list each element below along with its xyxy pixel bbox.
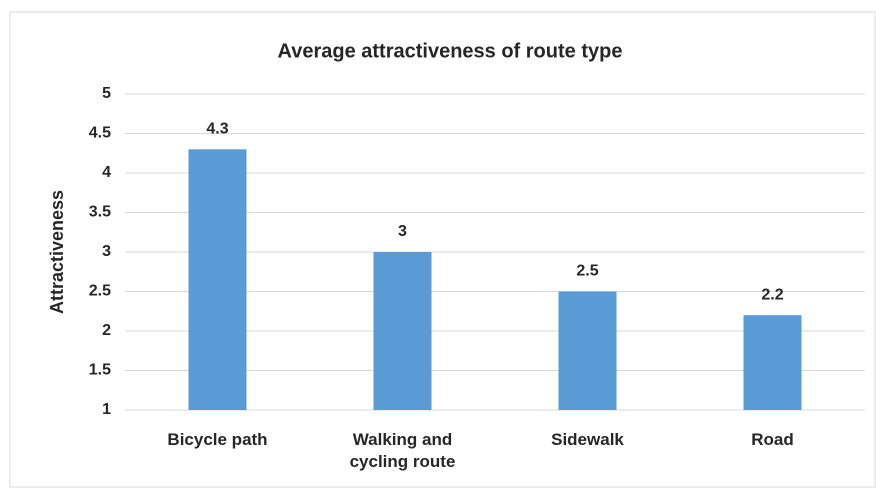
bar <box>373 252 432 410</box>
y-axis-label: Attractiveness <box>47 190 67 314</box>
y-tick-label: 3 <box>102 243 111 260</box>
bar <box>743 315 802 410</box>
y-tick-label: 4.5 <box>89 125 111 142</box>
x-tick-label: Sidewalk <box>551 430 624 449</box>
data-label: 2.5 <box>576 263 598 280</box>
y-tick-label: 2.5 <box>89 283 111 300</box>
y-tick-label: 1.5 <box>89 362 111 379</box>
y-tick-label: 4 <box>102 164 111 181</box>
y-tick-label: 3.5 <box>89 204 111 221</box>
bar <box>188 149 247 411</box>
y-tick-label: 5 <box>102 85 111 102</box>
chart-title: Average attractiveness of route type <box>278 40 623 62</box>
data-label: 2.2 <box>761 286 783 303</box>
x-tick-label: Walking and cycling route <box>349 430 456 471</box>
x-tick-label: Road <box>751 430 794 449</box>
data-label: 3 <box>398 223 407 240</box>
y-tick-label: 1 <box>102 401 111 418</box>
chart-border <box>9 11 876 488</box>
y-tick-label: 2 <box>102 322 111 339</box>
bar <box>558 291 617 410</box>
x-tick-label: Bicycle path <box>167 430 268 449</box>
data-label: 4.3 <box>206 121 228 138</box>
